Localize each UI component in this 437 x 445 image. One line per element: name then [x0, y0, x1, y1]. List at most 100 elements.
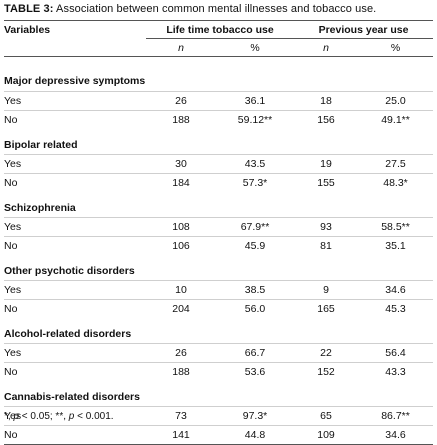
row-label: Yes	[4, 217, 146, 237]
previous-year-n-cell: 165	[294, 299, 359, 318]
category-row: Cannabis-related disorders	[4, 381, 433, 407]
n-subheader: n	[146, 38, 216, 57]
row-label: No	[4, 425, 146, 445]
lifetime-pct-cell: 43.5	[216, 154, 295, 174]
header-row: Variables Life time tobacco use Previous…	[4, 20, 434, 39]
table-row: No 106 45.9 81 35.1	[4, 236, 434, 255]
lifetime-pct-cell: 36.1	[216, 91, 295, 111]
lifetime-n-cell: 30	[146, 154, 216, 174]
row-label: Yes	[4, 154, 146, 174]
previous-year-group-header: Previous year use	[294, 20, 434, 39]
lifetime-pct-cell: 59.12**	[216, 110, 295, 129]
previous-year-n-cell: 156	[294, 110, 359, 129]
lifetime-pct-cell: 56.0	[216, 299, 295, 318]
blank-subheader	[4, 38, 146, 57]
previous-year-n-cell: 155	[294, 173, 359, 192]
table-row: No 204 56.0 165 45.3	[4, 299, 434, 318]
table-row: Yes 30 43.5 19 27.5	[4, 154, 434, 174]
category-row: Schizophrenia	[4, 192, 433, 218]
previous-year-n-cell: 109	[294, 425, 359, 445]
footnote-text: < 0.05; **,	[19, 411, 69, 422]
row-label: No	[4, 173, 146, 192]
previous-year-pct-cell: 49.1**	[358, 110, 434, 129]
previous-year-n-cell: 81	[294, 236, 359, 255]
lifetime-pct-cell: 67.9**	[216, 217, 295, 237]
table-row: No 184 57.3* 155 48.3*	[4, 173, 434, 192]
lifetime-pct-cell: 45.9	[216, 236, 295, 255]
data-table: Variables Life time tobacco use Previous…	[4, 20, 434, 445]
row-label: Yes	[4, 91, 146, 111]
empty-cell	[358, 57, 433, 92]
row-label: Yes	[4, 406, 146, 426]
lifetime-pct-cell: 57.3*	[216, 173, 295, 192]
caption-text: Association between common mental illnes…	[53, 3, 377, 15]
lifetime-pct-cell: 44.8	[216, 425, 295, 445]
previous-year-n-cell: 65	[294, 406, 359, 426]
lifetime-n-cell: 26	[146, 91, 216, 111]
lifetime-pct-cell: 66.7	[216, 343, 295, 363]
lifetime-n-cell: 106	[146, 236, 216, 255]
previous-year-pct-cell: 45.3	[358, 299, 434, 318]
footnote-text: p	[13, 411, 20, 422]
lifetime-group-header: Life time tobacco use	[146, 20, 295, 39]
table-row: Yes 10 38.5 9 34.6	[4, 280, 434, 300]
previous-year-n-cell: 9	[294, 280, 359, 300]
table-caption: TABLE 3: Association between common ment…	[4, 3, 376, 15]
footnote-text: *,	[4, 411, 14, 422]
table-row: No 188 59.12** 156 49.1**	[4, 110, 434, 129]
lifetime-n-cell: 184	[146, 173, 216, 192]
pct-subheader: %	[216, 38, 295, 57]
table-body: Major depressive symptoms Yes 26 36.1 18 25.0…	[4, 57, 434, 445]
category-title: Major depressive symptoms	[4, 75, 146, 87]
previous-year-pct-cell: 43.3	[358, 362, 434, 381]
lifetime-pct-cell: 53.6	[216, 362, 295, 381]
footnote: *, p < 0.05; **, p < 0.001.	[4, 411, 114, 422]
previous-year-pct-cell: 34.6	[358, 425, 434, 445]
pct-subheader: %	[358, 38, 434, 57]
previous-year-pct-cell: 27.5	[358, 154, 434, 174]
previous-year-n-cell: 152	[294, 362, 359, 381]
category-title: Schizophrenia	[4, 202, 76, 214]
previous-year-pct-cell: 25.0	[358, 91, 434, 111]
footnote-text: p	[68, 411, 75, 422]
previous-year-pct-cell: 48.3*	[358, 173, 434, 192]
category-row: Alcohol-related disorders	[4, 318, 433, 344]
row-label: No	[4, 299, 146, 318]
empty-cell	[146, 57, 216, 92]
previous-year-n-cell: 93	[294, 217, 359, 237]
previous-year-n-cell: 18	[294, 91, 359, 111]
category-row: Major depressive symptoms	[4, 57, 433, 92]
previous-year-pct-cell: 34.6	[358, 280, 434, 300]
category-title: Cannabis-related disorders	[4, 391, 140, 403]
previous-year-pct-cell: 56.4	[358, 343, 434, 363]
lifetime-n-cell: 188	[146, 362, 216, 381]
subheader-row: n % n %	[4, 38, 434, 57]
table-row: Yes 26 66.7 22 56.4	[4, 343, 434, 363]
lifetime-n-cell: 108	[146, 217, 216, 237]
lifetime-n-cell: 10	[146, 280, 216, 300]
previous-year-n-cell: 19	[294, 154, 359, 174]
lifetime-n-cell: 26	[146, 343, 216, 363]
row-label: No	[4, 236, 146, 255]
empty-cell	[294, 57, 358, 92]
previous-year-n-cell: 22	[294, 343, 359, 363]
previous-year-pct-cell: 86.7**	[358, 406, 434, 426]
table-row: Yes 26 36.1 18 25.0	[4, 91, 434, 111]
table-row: Yes 108 67.9** 93 58.5**	[4, 217, 434, 237]
lifetime-pct-cell: 97.3*	[216, 406, 295, 426]
table-row: No 141 44.8 109 34.6	[4, 425, 434, 445]
document-page: TABLE 3: Association between common ment…	[4, 3, 434, 445]
row-label: Yes	[4, 343, 146, 363]
empty-cell	[216, 57, 294, 92]
row-label: No	[4, 110, 146, 129]
variables-header: Variables	[4, 20, 146, 39]
n-subheader: n	[294, 38, 359, 57]
category-row: Other psychotic disorders	[4, 255, 433, 281]
footnote-text: < 0.001.	[74, 411, 114, 422]
previous-year-pct-cell: 58.5**	[358, 217, 434, 237]
category-title: Other psychotic disorders	[4, 265, 135, 277]
lifetime-n-cell: 204	[146, 299, 216, 318]
category-row: Bipolar related	[4, 129, 433, 155]
lifetime-pct-cell: 38.5	[216, 280, 295, 300]
lifetime-n-cell: 73	[146, 406, 216, 426]
